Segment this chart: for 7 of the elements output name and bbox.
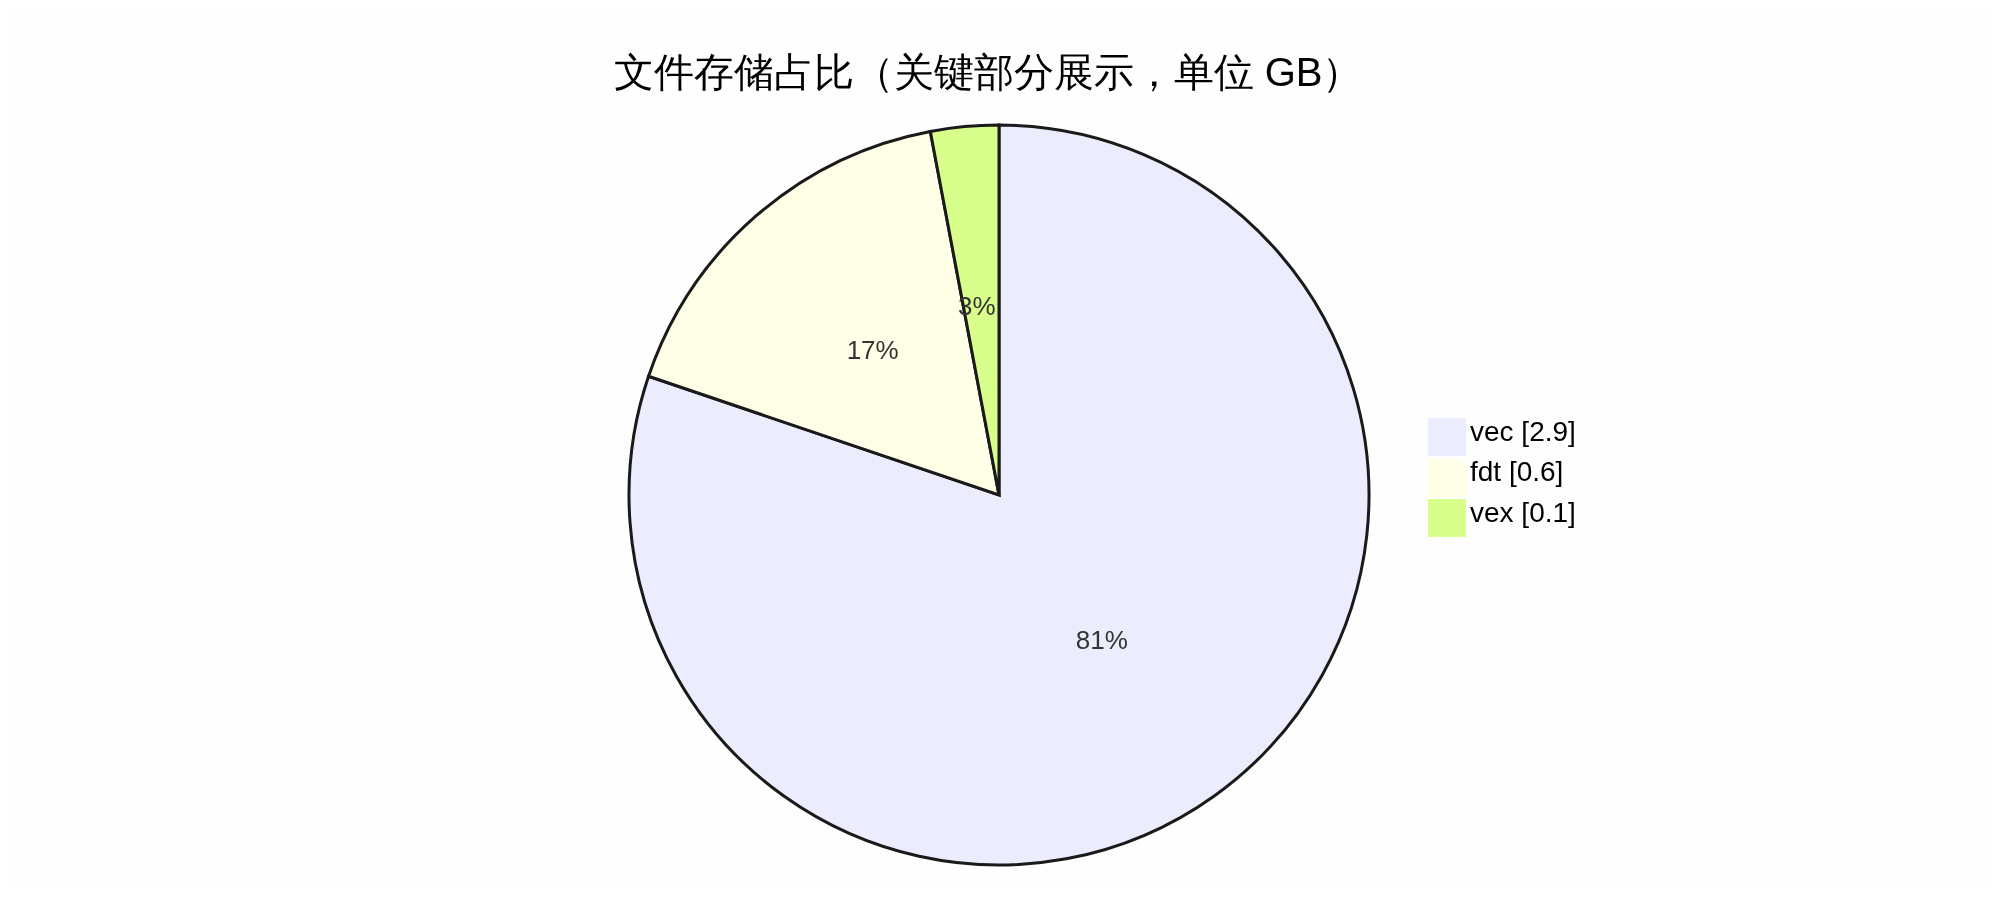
- legend-label: fdt [0.6]: [1470, 456, 1564, 488]
- legend-label: vex [0.1]: [1470, 496, 1576, 528]
- legend-label: vec [2.9]: [1470, 416, 1576, 447]
- data-label: 17%: [846, 335, 899, 366]
- chart-title: 文件存储占比（关键部分展示，单位 GB）: [613, 50, 1363, 94]
- data-label: 81%: [1075, 625, 1128, 656]
- pie-slice: [628, 123, 1371, 867]
